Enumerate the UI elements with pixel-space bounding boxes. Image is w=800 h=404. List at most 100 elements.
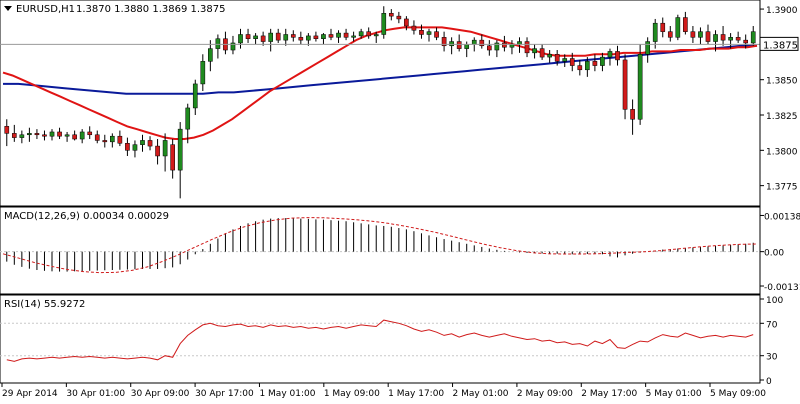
time-tick-label: 2 May 01:00 [453, 389, 509, 399]
candle-body [750, 31, 756, 44]
candle [615, 45, 620, 66]
price-panel[interactable]: 1.3900 1.3875 1.3850 1.3825 1.3800 1.3775 EUR… [0, 0, 799, 207]
candle [720, 26, 726, 46]
candle [698, 27, 703, 45]
candle [328, 28, 334, 41]
symbol-label: EURUSD,H1 [16, 4, 75, 15]
candle [268, 28, 273, 52]
moving-averages [2, 26, 758, 140]
candle [479, 34, 485, 49]
rsi-tick-label: 70 [766, 320, 778, 330]
candle [343, 28, 349, 41]
candle [735, 31, 741, 43]
candle-body [245, 34, 251, 39]
candle-body [11, 133, 17, 138]
candle-body [637, 54, 643, 120]
candle-body [569, 58, 575, 66]
candle [404, 16, 409, 31]
candle [600, 52, 605, 72]
current-price-tag: 1.3875 [759, 36, 799, 51]
candle [290, 30, 296, 42]
candle [306, 33, 311, 46]
macd-histogram [6, 218, 754, 272]
macd-title: MACD(12,26,9) 0.00034 0.00029 [4, 211, 169, 222]
candle [569, 52, 575, 72]
candle [298, 31, 304, 45]
time-tick-label: 30 Apr 17:00 [195, 389, 254, 399]
time-tick-label: 5 May 09:00 [710, 389, 766, 399]
macd-panel-frame [0, 206, 761, 295]
candle [117, 130, 123, 147]
candle-body [306, 35, 311, 41]
candle [177, 122, 183, 199]
candle [321, 33, 326, 45]
macd-tick-label: 0.00138 [764, 212, 800, 222]
candle [547, 50, 552, 63]
candle-body [283, 34, 289, 41]
candle [245, 28, 251, 43]
candle-body [471, 39, 477, 45]
candle [660, 17, 666, 38]
candle-body [456, 41, 462, 49]
candle [215, 34, 221, 59]
rsi-tick-label: 100 [766, 296, 783, 306]
fast-moving-average-line [2, 26, 758, 140]
candle [283, 28, 289, 46]
candle [728, 33, 733, 49]
candle [577, 59, 583, 76]
macd-tick-label: 0.00 [764, 249, 784, 259]
candle-body [4, 126, 10, 134]
candle-body [735, 37, 741, 41]
price-tick-label: 1.3900 [766, 6, 798, 16]
candle-body [577, 65, 583, 71]
candle [79, 129, 85, 144]
candle-body [487, 45, 492, 51]
candle [637, 44, 643, 125]
candle-body [155, 145, 160, 157]
chart-menu-triangle-icon[interactable] [4, 6, 12, 11]
candle [238, 28, 243, 49]
candle [667, 26, 673, 42]
candle-body [645, 41, 650, 55]
candle-body [660, 22, 666, 32]
rsi-path [6, 319, 754, 362]
macd-axis: 0.00138 0.00 -0.00131 [0, 212, 800, 293]
candle [585, 57, 590, 77]
candle-body [373, 34, 379, 37]
candle-body [358, 31, 364, 37]
candle [19, 130, 25, 144]
time-tick-label: 2 May 17:00 [581, 389, 637, 399]
candle-body [683, 17, 688, 32]
candle [487, 40, 492, 56]
candle-body [321, 34, 326, 39]
candle-body [607, 51, 613, 58]
macd-panel[interactable]: 0.00138 0.00 -0.00131 MACD(12,26,9) 0.0003… [0, 206, 800, 295]
candle [532, 44, 537, 59]
candle-body [42, 134, 47, 137]
candle-body [268, 32, 273, 42]
rsi-panel[interactable]: 100 70 30 0 RSI(14) 55.9272 [0, 294, 783, 387]
current-price-tag-text: 1.3875 [763, 40, 798, 51]
candle [622, 54, 628, 120]
candle [94, 130, 100, 144]
candle [434, 27, 439, 41]
candle-body [215, 38, 221, 49]
slow-moving-average-line [3, 44, 757, 95]
candle-body [313, 35, 319, 39]
candle [750, 26, 756, 46]
candle-body [502, 42, 507, 48]
candle-body [162, 140, 168, 157]
candle-body [328, 34, 334, 38]
candle-body [290, 34, 296, 38]
candle [502, 35, 507, 52]
candle-body [336, 32, 341, 38]
rsi-line [6, 319, 754, 362]
price-panel-frame [0, 0, 761, 207]
candle-body [464, 44, 470, 49]
candle [630, 99, 635, 135]
candle-body [667, 31, 673, 38]
candle-body [49, 131, 55, 137]
candle [441, 31, 447, 52]
